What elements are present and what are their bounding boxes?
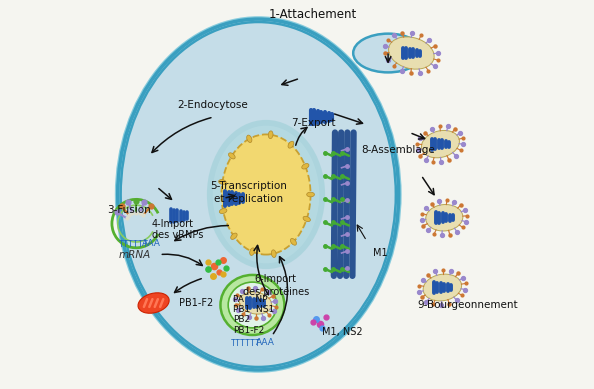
- Ellipse shape: [118, 19, 399, 370]
- Ellipse shape: [353, 33, 423, 72]
- Ellipse shape: [268, 131, 273, 138]
- Ellipse shape: [219, 180, 226, 184]
- Ellipse shape: [222, 135, 311, 254]
- Text: 4-Import
des vRNPs: 4-Import des vRNPs: [151, 219, 203, 240]
- Text: TTTTTT: TTTTTT: [119, 240, 148, 249]
- Text: M1, NS2: M1, NS2: [322, 327, 363, 337]
- Ellipse shape: [426, 205, 463, 231]
- Ellipse shape: [302, 163, 309, 169]
- Ellipse shape: [388, 37, 434, 69]
- Text: mRNA: mRNA: [119, 250, 151, 259]
- Ellipse shape: [207, 120, 325, 269]
- Text: 1-Attachement: 1-Attachement: [268, 8, 356, 21]
- Ellipse shape: [239, 292, 271, 314]
- Ellipse shape: [303, 216, 311, 222]
- Ellipse shape: [229, 153, 235, 159]
- Ellipse shape: [290, 238, 296, 245]
- Ellipse shape: [219, 209, 227, 214]
- Ellipse shape: [115, 16, 402, 373]
- Text: 8-Assemblage: 8-Assemblage: [361, 145, 435, 155]
- Text: 3-Fusion: 3-Fusion: [107, 205, 151, 215]
- Text: 7-Export: 7-Export: [291, 118, 336, 128]
- Ellipse shape: [423, 274, 462, 301]
- Ellipse shape: [271, 250, 276, 258]
- Text: PB1-F2: PB1-F2: [179, 298, 213, 308]
- Ellipse shape: [213, 126, 320, 263]
- Ellipse shape: [230, 233, 237, 239]
- Ellipse shape: [288, 141, 294, 148]
- Text: AAA: AAA: [142, 239, 161, 248]
- Ellipse shape: [421, 130, 459, 158]
- Ellipse shape: [307, 192, 314, 197]
- Ellipse shape: [138, 293, 169, 313]
- Ellipse shape: [249, 248, 255, 256]
- Text: 5-Transcription
et réplication: 5-Transcription et réplication: [210, 181, 287, 204]
- Text: M1: M1: [372, 248, 387, 258]
- Text: TTTTTT: TTTTTT: [231, 339, 261, 348]
- Ellipse shape: [228, 282, 277, 328]
- Ellipse shape: [220, 275, 285, 335]
- Text: 6-Import
des protéines: 6-Import des protéines: [242, 275, 309, 297]
- Ellipse shape: [121, 22, 396, 367]
- Text: 9-Bourgeonnement: 9-Bourgeonnement: [417, 300, 518, 310]
- Text: AAA: AAA: [256, 338, 275, 347]
- Ellipse shape: [247, 135, 252, 142]
- Text: PA    NP
PB1  NS1
PB2
PB1-F2: PA NP PB1 NS1 PB2 PB1-F2: [233, 294, 274, 335]
- Text: 2-Endocytose: 2-Endocytose: [177, 100, 248, 110]
